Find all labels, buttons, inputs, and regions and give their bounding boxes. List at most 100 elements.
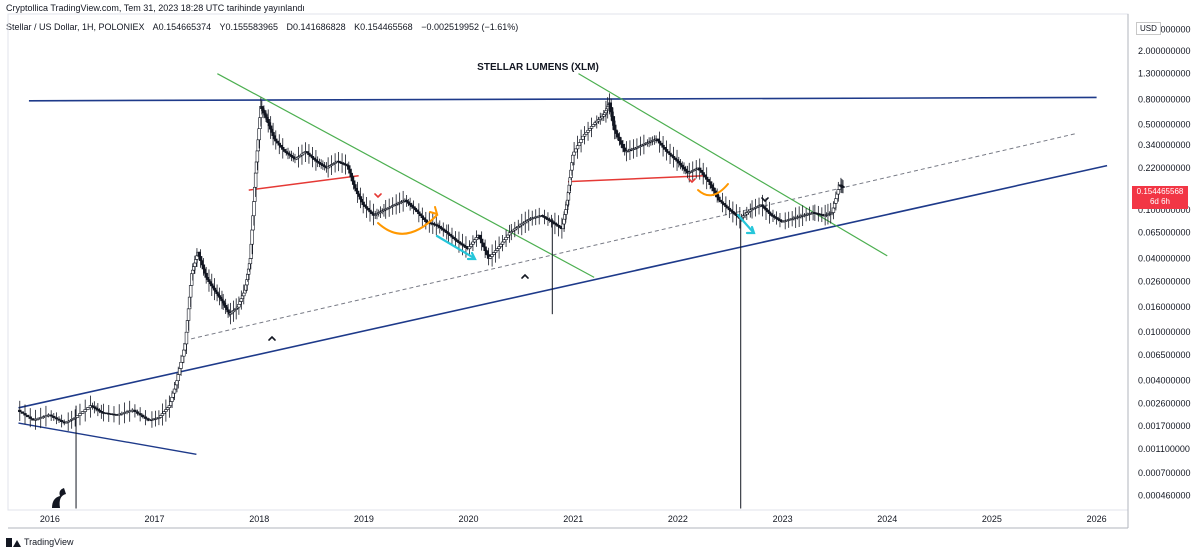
change-value: −0.002519952 (−1.61%) <box>421 22 519 32</box>
rising-support-line <box>18 164 1108 409</box>
x-tick-label: 2023 <box>773 514 793 524</box>
candle-body <box>586 130 590 133</box>
candle-body <box>664 149 669 152</box>
candle-body <box>704 176 709 180</box>
candle-body <box>657 140 662 144</box>
y-tick-label: 0.010000000 <box>1138 327 1191 337</box>
orange-arc-arrow-2019 <box>377 214 438 235</box>
candle-body <box>310 156 315 159</box>
candle-body <box>141 414 145 418</box>
candle-body <box>44 415 48 418</box>
red-check-mark-2018 <box>374 193 382 199</box>
candle-body <box>661 144 665 148</box>
candle-body <box>164 409 168 412</box>
candle-body <box>699 169 704 173</box>
candle-body <box>478 234 482 240</box>
candle-body <box>36 418 40 420</box>
candle-body <box>413 207 418 211</box>
candle-body <box>609 107 613 113</box>
candle-body <box>257 128 261 141</box>
candle-body <box>184 331 189 345</box>
candle-body <box>611 116 615 122</box>
candle-body <box>483 246 487 252</box>
orange-arrowhead-2019 <box>429 206 439 216</box>
candle-body <box>490 254 494 257</box>
dino-logo-icon <box>52 488 66 508</box>
orange-arc-arrow-2022 <box>697 183 729 197</box>
candle-body <box>471 241 475 245</box>
candle-body <box>146 418 150 421</box>
candle-body <box>621 144 625 149</box>
candle-body <box>143 416 148 419</box>
wedge-line-2021 <box>578 73 888 257</box>
x-tick-label: 2018 <box>249 514 269 524</box>
publish-line: Cryptollica TradingView.com, Tem 31, 202… <box>6 3 305 13</box>
bar-countdown: 6d 6h <box>1149 197 1171 206</box>
candle-body <box>357 193 361 197</box>
candle-body <box>197 251 201 257</box>
candle-body <box>727 207 732 211</box>
currency-label[interactable]: USD <box>1136 22 1161 35</box>
candle-body <box>575 145 580 150</box>
candle-body <box>450 235 454 238</box>
candle-body <box>500 241 505 245</box>
candle-body <box>205 277 210 280</box>
symbol-line[interactable]: Stellar / US Dollar, 1H, POLONIEX <box>6 22 145 32</box>
candle-body <box>188 285 193 298</box>
candle-body <box>577 142 582 146</box>
y-tick-label: 0.001100000 <box>1138 444 1190 454</box>
candle-body <box>49 414 53 417</box>
candle-body <box>589 126 594 129</box>
candle-body <box>83 409 87 412</box>
candle-body <box>201 264 206 270</box>
candle-body <box>579 139 583 143</box>
red-check-mark-2021 <box>688 178 696 184</box>
candle-body <box>694 168 698 171</box>
candle-body <box>701 172 705 176</box>
candle-body <box>834 198 838 204</box>
y-tick-label: 0.500000000 <box>1138 119 1191 129</box>
candle-body <box>28 416 32 419</box>
candle-body <box>836 189 841 195</box>
ohlc-bar: Stellar / US Dollar, 1H, POLONIEX A0.154… <box>6 22 524 32</box>
y-tick-label: 0.100000000 <box>1138 205 1191 215</box>
candle-body <box>364 206 369 209</box>
candle-body <box>78 413 82 416</box>
candle-body <box>281 147 285 150</box>
last-price-value: 0.154465568 <box>1136 187 1184 196</box>
candle-body <box>253 172 258 188</box>
y-tick-label: 0.220000000 <box>1138 163 1191 173</box>
candle-body <box>73 417 77 419</box>
candle-body <box>750 208 754 211</box>
candle-body <box>179 361 183 369</box>
candle-body <box>33 419 38 421</box>
candle-body <box>193 262 197 267</box>
x-tick-label: 2021 <box>563 514 583 524</box>
candle-body <box>208 281 213 285</box>
candle-body <box>417 211 421 215</box>
candle-body <box>453 238 458 241</box>
candle-body <box>274 138 278 142</box>
candle-body <box>120 412 124 415</box>
candle-body <box>211 285 215 289</box>
x-tick-label: 2026 <box>1087 514 1107 524</box>
candle-body <box>420 215 425 219</box>
candle-body <box>711 187 716 192</box>
candle-body <box>502 239 507 243</box>
candle-body <box>841 186 845 188</box>
candle-body <box>239 298 244 302</box>
y-tick-label: 0.065000000 <box>1138 228 1191 238</box>
candle-body <box>582 133 587 137</box>
candle-body <box>481 242 486 248</box>
candle-body <box>671 156 676 159</box>
candle-body <box>361 201 365 206</box>
candle-body <box>724 204 728 207</box>
candle-body <box>138 413 142 416</box>
candle-body <box>275 140 280 144</box>
candle-body <box>493 250 498 253</box>
candle-body <box>200 260 204 266</box>
candle-body <box>182 349 186 357</box>
candle-body <box>506 234 510 238</box>
candle-body <box>329 164 334 167</box>
